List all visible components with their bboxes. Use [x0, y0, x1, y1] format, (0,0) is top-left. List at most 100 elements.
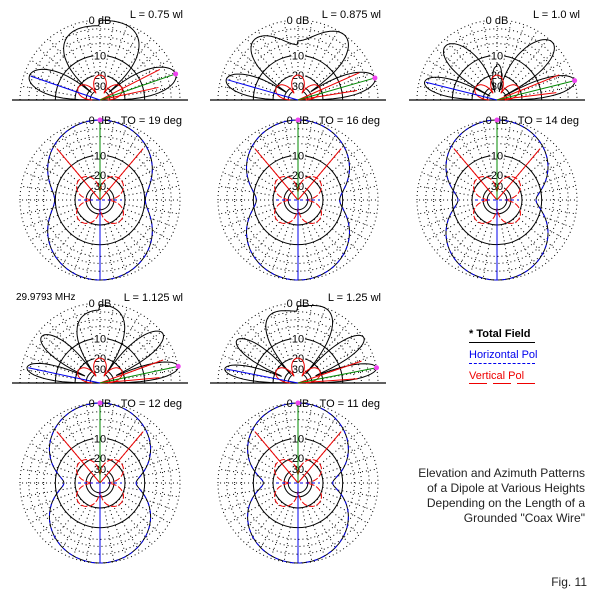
- grid-radial: [112, 313, 141, 362]
- max-gain-marker: [572, 78, 578, 84]
- grid-radial: [509, 130, 538, 179]
- grid-radial: [270, 124, 290, 177]
- grid-radial: [512, 218, 549, 262]
- grid-radial: [72, 407, 92, 460]
- db-scale-label: 20: [292, 70, 304, 82]
- db-scale-label: 20: [94, 70, 106, 82]
- grid-ring: [217, 402, 379, 564]
- horizontal-pol-line: [30, 75, 101, 101]
- horizontal-pol-line: [425, 81, 498, 101]
- grid-radial: [21, 368, 76, 380]
- grid-ring: [54, 154, 146, 246]
- grid-radial: [38, 148, 82, 185]
- grid-ring: [54, 437, 146, 529]
- grid-radial: [246, 321, 283, 365]
- db-scale-label: 30: [94, 81, 106, 93]
- grid-radial: [112, 504, 141, 553]
- figure-label: Fig. 11: [551, 575, 587, 589]
- caption-line: Elevation and Azimuth Patterns: [418, 466, 585, 480]
- horizontal-pol-pattern: [47, 119, 153, 281]
- grid-radial: [421, 208, 474, 228]
- grid-ring: [43, 143, 157, 257]
- grid-ring: [19, 119, 181, 281]
- grid-radial: [112, 413, 141, 462]
- legend: * Total Field Horizontal Pol Vertical Po…: [469, 328, 537, 391]
- grid-radial: [257, 413, 286, 462]
- grid-radial: [21, 468, 76, 480]
- grid-radial: [283, 121, 295, 176]
- max-gain-marker: [494, 117, 500, 123]
- grid-radial: [469, 124, 489, 177]
- length-label: L = 0.75 wl: [130, 9, 183, 21]
- max-gain-marker: [173, 71, 179, 77]
- grid-ring: [425, 128, 569, 272]
- grid-radial: [103, 224, 115, 279]
- grid-radial: [72, 506, 92, 559]
- db-scale-label: 10: [94, 333, 106, 345]
- grid-radial: [505, 223, 525, 276]
- grid-radial: [316, 148, 360, 185]
- grid-radial: [456, 221, 485, 270]
- grid-radial: [427, 59, 476, 88]
- vertical-pol-line: [56, 431, 101, 484]
- grid-radial: [316, 48, 360, 85]
- grid-radial: [520, 172, 573, 192]
- grid-ring: [28, 411, 172, 555]
- db-scale-label: 10: [94, 50, 106, 62]
- vertical-pol-line: [297, 431, 342, 484]
- grid-radial: [228, 212, 277, 241]
- grid-radial: [30, 59, 79, 88]
- grid-radial: [236, 431, 280, 468]
- grid-radial: [316, 431, 360, 468]
- grid-ring: [226, 128, 370, 272]
- length-label: L = 0.875 wl: [322, 9, 381, 21]
- grid-radial: [257, 221, 286, 270]
- vertical-pol-line: [99, 69, 161, 101]
- grid-ring: [272, 457, 324, 509]
- grid-radial: [48, 501, 85, 545]
- vertical-pol-pattern: [474, 74, 520, 101]
- grid-radial: [59, 504, 88, 553]
- db-scale-label: 30: [292, 364, 304, 376]
- grid-ring: [43, 326, 157, 384]
- grid-radial: [123, 208, 176, 228]
- grid-radial: [306, 307, 326, 360]
- grid-radial: [319, 495, 368, 524]
- grid-radial: [38, 431, 82, 468]
- grid-radial: [521, 185, 576, 197]
- grid-radial: [313, 501, 350, 545]
- grid-radial: [108, 124, 128, 177]
- grid-radial: [257, 313, 286, 362]
- vertical-pol-line: [99, 86, 159, 101]
- grid-radial: [469, 223, 489, 276]
- caption-line: Grounded "Coax Wire": [463, 511, 585, 525]
- horizontal-pol-pattern: [245, 119, 351, 281]
- grid-ring: [234, 136, 362, 264]
- total-field-pattern: [423, 39, 576, 101]
- grid-radial: [236, 498, 280, 535]
- grid-radial: [319, 159, 368, 188]
- horizontal-pol-line: [225, 368, 299, 384]
- grid-ring: [241, 426, 355, 540]
- grid-radial: [310, 504, 339, 553]
- grid-radial: [520, 208, 573, 228]
- grid-radial: [482, 121, 494, 176]
- grid-radial: [108, 24, 128, 77]
- horizontal-pol-pattern: [247, 402, 349, 564]
- grid-radial: [228, 442, 277, 471]
- db-scale-label: 0 dB: [287, 15, 310, 27]
- grid-radial: [72, 24, 92, 77]
- db-scale-label: 10: [292, 50, 304, 62]
- db-scale-label: 10: [292, 333, 304, 345]
- grid-radial: [435, 148, 479, 185]
- grid-ring: [482, 185, 512, 215]
- grid-ring: [19, 402, 181, 564]
- grid-ring: [85, 85, 115, 101]
- grid-ring: [28, 28, 172, 101]
- grid-ring: [36, 319, 164, 384]
- grid-radial: [48, 218, 85, 262]
- horizontal-pol-line: [227, 79, 299, 101]
- grid-radial: [85, 21, 97, 76]
